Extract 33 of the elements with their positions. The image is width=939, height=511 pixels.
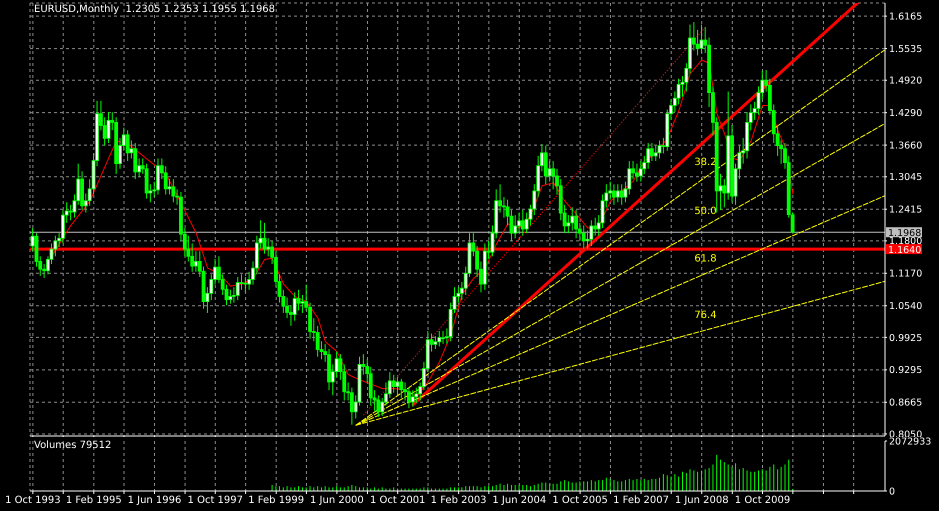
x-tick-label: 1 Oct 2001 [370,495,426,506]
y-tick-label: 1.3660 [889,140,922,152]
series-label: 61.8 [694,254,717,265]
y-tick-label: 0.9925 [889,332,922,344]
chart-title: EURUSD,Monthly 1.2305 1.2353 1.1955 1.1968 [34,4,276,15]
y-tick-label: 1.1170 [889,268,922,280]
y-tick-label: 1.4920 [889,76,922,87]
x-tick-label: 1 Oct 2005 [552,495,608,506]
x-tick-label: 1 Oct 1993 [5,495,61,506]
x-tick-label: 1 Jun 1996 [128,495,182,506]
y-tick-label: 1.5535 [889,44,922,55]
y-tick-label: 0.8665 [889,398,922,409]
x-tick-label: 1 Feb 2007 [613,495,669,506]
series-label: 50.0 [694,206,717,217]
y-tick-label: 1.2415 [889,204,922,216]
x-tick-label: 1 Jun 2008 [674,495,729,506]
x-tick-label: 1 Feb 1995 [66,495,122,506]
chart-title: Volumes 79512 [34,440,112,451]
x-tick-label: 1 Jun 2000 [310,495,364,506]
x-tick-label: 1 Jun 2004 [492,495,546,506]
x-tick-label: 1 Feb 2003 [430,495,487,506]
series-label: 76.4 [694,310,717,322]
series-label: 38.2 [694,157,717,168]
x-tick-label: 1 Feb 1999 [248,495,304,506]
ref-line-label: 1.1640 [888,245,922,256]
x-tick-label: 1 Oct 1997 [188,495,244,506]
y-tick-label: 0 [889,486,896,498]
y-tick-label: 1.0540 [889,301,922,312]
y-tick-label: 1.6165 [889,12,922,22]
y-tick-label: 0.9295 [889,365,922,376]
y-tick-label: 1.3045 [889,172,922,184]
x-tick-label: 1 Oct 2009 [734,495,790,506]
y-tick-label: 1.4290 [889,108,922,120]
